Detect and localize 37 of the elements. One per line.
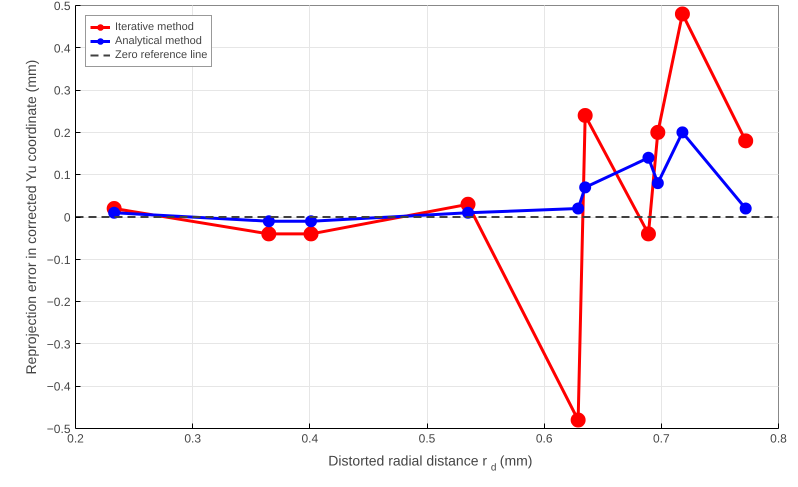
point <box>570 412 586 428</box>
x-tick-label: 0.4 <box>301 432 318 446</box>
legend-label: Iterative method <box>115 20 194 34</box>
y-tick-label: −0.3 <box>46 337 71 352</box>
point <box>304 226 319 242</box>
y-tick-label: −0.4 <box>46 380 71 394</box>
legend-label: Zero reference line <box>115 48 208 62</box>
point <box>572 202 584 215</box>
x-tick-label: 0.8 <box>770 432 788 446</box>
x-tick-label: 0.6 <box>536 432 553 446</box>
point <box>674 6 690 22</box>
x-tick-label: 0.3 <box>184 432 202 446</box>
point <box>652 177 664 190</box>
point <box>740 202 752 215</box>
y-tick-label: 0.5 <box>54 0 71 13</box>
point <box>578 108 593 123</box>
y-tick-label: 0.3 <box>54 84 71 98</box>
y-tick-label: −0.2 <box>46 295 71 310</box>
x-tick-label: 0.5 <box>418 432 436 446</box>
point <box>676 126 688 138</box>
point <box>642 152 654 164</box>
point <box>261 226 276 242</box>
point <box>108 206 120 219</box>
y-tick-label: −0.1 <box>46 252 71 267</box>
legend-label: Analytical method <box>115 34 202 48</box>
point <box>262 215 275 228</box>
point <box>738 133 754 148</box>
y-tick-label: 0 <box>64 210 71 224</box>
point <box>640 226 656 242</box>
y-tick-label: 0.1 <box>54 168 71 182</box>
y-axis-title: Reprojection error in corrected Yu coordinate (mm) <box>22 60 39 375</box>
point <box>579 181 592 194</box>
x-tick-label: 0.7 <box>652 432 670 446</box>
y-tick-label: 0.4 <box>54 41 71 56</box>
x-tick-label: 0.2 <box>67 432 84 446</box>
y-tick-label: 0.2 <box>54 126 71 140</box>
point <box>650 124 666 140</box>
